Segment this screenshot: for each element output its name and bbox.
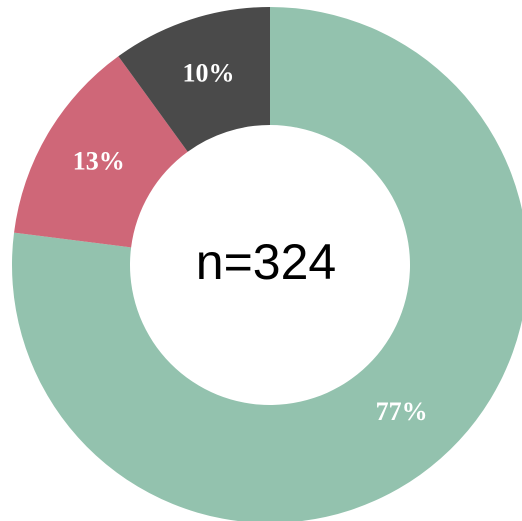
- value-label: 10%: [183, 59, 235, 88]
- value-label: 77%: [376, 397, 428, 426]
- center-label: n=324: [196, 234, 336, 290]
- slice: [14, 56, 188, 248]
- value-label: 13%: [73, 147, 125, 176]
- slice: [12, 7, 522, 521]
- slice: [118, 7, 270, 152]
- slices: [12, 7, 522, 521]
